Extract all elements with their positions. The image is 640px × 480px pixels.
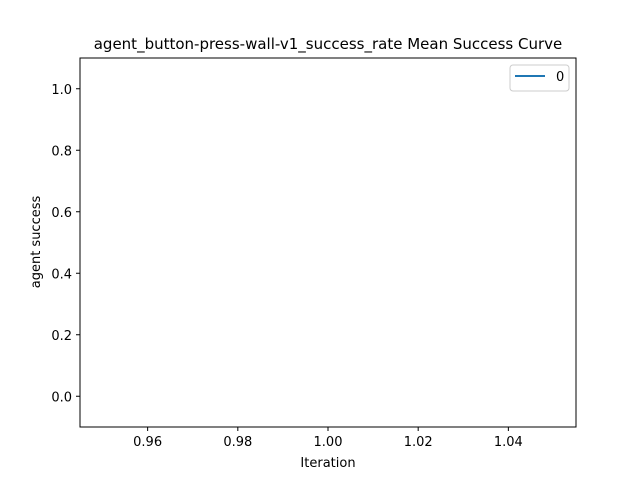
x-tick-label: 1.04	[494, 435, 523, 450]
y-tick-label: 1.0	[51, 83, 72, 98]
y-ticks: 0.0 0.2 0.4 0.6 0.8 1.0	[51, 83, 80, 405]
y-tick-label: 0.4	[51, 267, 72, 282]
x-axis-label: Iteration	[300, 456, 355, 471]
y-tick-label: 0.2	[51, 329, 72, 344]
x-tick-label: 1.02	[404, 435, 433, 450]
legend-box	[509, 64, 570, 92]
legend: 0	[509, 64, 570, 92]
plot-frame	[79, 57, 577, 428]
x-tick-label: 0.96	[133, 435, 162, 450]
chart-title: agent_button-press-wall-v1_success_rate …	[94, 35, 563, 54]
x-tick-label: 1.00	[314, 435, 343, 450]
y-tick-label: 0.8	[51, 144, 72, 159]
x-tick-label: 0.98	[223, 435, 252, 450]
y-axis-label: agent success	[29, 196, 44, 289]
y-tick-label: 0.6	[51, 206, 72, 221]
x-ticks: 0.96 0.98 1.00 1.02 1.04	[133, 427, 523, 450]
plot-area	[80, 58, 576, 427]
y-tick-label: 0.0	[51, 390, 72, 405]
legend-label-series-0: 0	[556, 70, 564, 85]
